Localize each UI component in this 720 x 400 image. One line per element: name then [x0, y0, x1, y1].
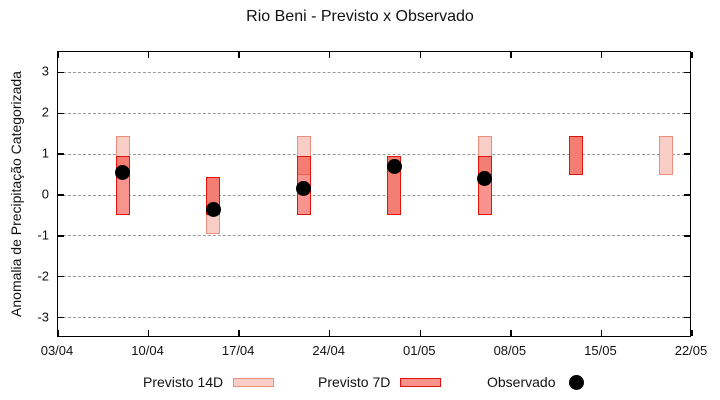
y-tick [58, 71, 64, 74]
legend-observado-dot-icon [569, 374, 585, 390]
bar-previsto-14d [659, 135, 674, 175]
y-tick-label: 1 [41, 145, 49, 161]
gridline [58, 317, 690, 319]
x-tick [238, 330, 240, 336]
y-tick-label: 2 [41, 104, 49, 120]
observado-dot [386, 158, 402, 174]
x-tick-label: 03/04 [40, 343, 74, 358]
gridline [58, 71, 690, 73]
y-tick [58, 194, 64, 196]
y-tick-mirror [684, 153, 690, 155]
legend-label-previsto-7d: Previsto 7D [318, 374, 391, 390]
observado-dot [205, 201, 221, 217]
x-tick-label: 08/05 [493, 343, 527, 358]
observado-dot [296, 181, 312, 197]
x-tick-mirror [147, 52, 150, 58]
x-tick-mirror [328, 52, 331, 58]
x-tick-label: 10/04 [131, 343, 164, 358]
y-tick-mirror [684, 275, 690, 278]
y-tick-label: -1 [37, 227, 49, 243]
y-tick-mirror [684, 316, 690, 319]
gridline [58, 235, 690, 237]
legend-label-observado: Observado [487, 374, 556, 390]
y-tick-mirror [684, 235, 690, 237]
x-tick [147, 330, 150, 336]
x-tick-mirror [600, 52, 603, 58]
x-tick-label: 17/04 [221, 343, 255, 358]
x-tick [57, 330, 59, 336]
gridline [58, 153, 690, 155]
x-tick-mirror [691, 52, 693, 58]
y-tick [58, 275, 64, 278]
y-tick-mirror [684, 112, 690, 115]
legend-item-observado: Observado [487, 374, 585, 390]
gridline [58, 276, 690, 278]
bar-previsto-7d [568, 135, 583, 175]
y-tick [58, 153, 64, 155]
x-tick [510, 330, 512, 336]
y-tick [58, 316, 64, 319]
legend-swatch-previsto-7d [400, 377, 442, 387]
x-tick-mirror [510, 52, 512, 58]
x-tick-label: 22/05 [674, 343, 708, 358]
y-tick-label: 0 [41, 186, 49, 202]
x-tick [600, 330, 603, 336]
x-tick-label: 01/05 [403, 343, 436, 358]
x-tick-label: 15/05 [584, 343, 617, 358]
y-tick-mirror [684, 71, 690, 74]
plot-area [57, 51, 693, 337]
y-tick-mirror [684, 194, 690, 196]
y-tick-label: -3 [37, 309, 49, 325]
legend-swatch-previsto-14d [233, 377, 275, 387]
legend-label-previsto-14d: Previsto 14D [143, 374, 224, 390]
y-tick-label: 3 [41, 63, 49, 79]
x-tick-label: 24/04 [312, 343, 345, 358]
y-tick [58, 235, 64, 237]
x-tick-mirror [57, 52, 59, 58]
x-tick [328, 330, 331, 336]
gridline [58, 112, 690, 114]
chart-title: Rio Beni - Previsto x Observado [246, 8, 474, 25]
x-tick [691, 330, 693, 336]
x-tick-mirror [238, 52, 240, 58]
observado-dot [477, 171, 493, 187]
gridline [58, 194, 690, 196]
legend-item-previsto-7d: Previsto 7D [318, 374, 442, 390]
y-tick [58, 112, 64, 115]
legend-item-previsto-14d: Previsto 14D [143, 374, 275, 390]
x-tick [419, 330, 422, 336]
x-tick-mirror [419, 52, 422, 58]
observado-dot [115, 165, 131, 181]
y-tick-label: -2 [37, 268, 49, 284]
